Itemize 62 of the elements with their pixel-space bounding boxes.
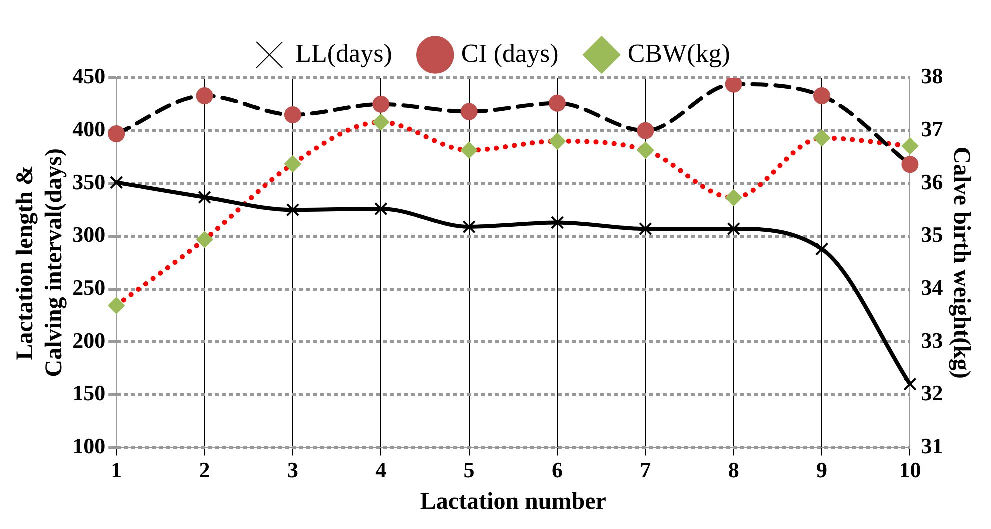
legend-label: LL(days) bbox=[296, 38, 392, 68]
y-tick-label: 350 bbox=[72, 169, 106, 194]
point bbox=[372, 96, 390, 113]
y-axis-title: Lactation length & Calving interval(days) bbox=[12, 148, 68, 378]
point bbox=[196, 231, 214, 248]
point bbox=[814, 87, 831, 104]
y-tick-label: 250 bbox=[72, 275, 106, 300]
y-tick-label: 100 bbox=[72, 433, 106, 458]
point bbox=[108, 126, 126, 142]
point bbox=[460, 142, 478, 159]
point bbox=[814, 130, 831, 147]
point bbox=[284, 156, 302, 173]
y2-tick-label: 31 bbox=[921, 433, 944, 458]
point bbox=[196, 87, 214, 104]
point bbox=[727, 222, 740, 236]
y-tick-label: 150 bbox=[72, 380, 106, 406]
y-tick-label: 400 bbox=[72, 116, 106, 142]
x-tick-label: 8 bbox=[728, 458, 740, 483]
point bbox=[460, 103, 478, 120]
y2-tick-label: 33 bbox=[921, 328, 944, 353]
y2-tick-label: 34 bbox=[921, 275, 944, 300]
point bbox=[286, 203, 300, 217]
x-tick-label: 6 bbox=[552, 458, 563, 483]
point bbox=[902, 156, 919, 174]
x-tick-label: 5 bbox=[464, 458, 475, 483]
point bbox=[725, 78, 742, 93]
x-tick-label: 2 bbox=[199, 458, 210, 483]
legend-label: CI (days) bbox=[461, 38, 559, 68]
point bbox=[110, 176, 124, 190]
point bbox=[372, 114, 390, 131]
x-tick-label: 9 bbox=[816, 458, 828, 483]
point bbox=[639, 222, 652, 236]
point bbox=[548, 132, 566, 150]
y-tick-label: 300 bbox=[72, 222, 106, 248]
x-axis-title: Lactation number bbox=[420, 488, 607, 515]
x-tick-label: 1 bbox=[111, 458, 122, 483]
point bbox=[108, 297, 126, 314]
point bbox=[637, 122, 654, 140]
y2-tick-label: 32 bbox=[921, 380, 944, 406]
point bbox=[550, 216, 564, 230]
legend-label: CBW(kg) bbox=[628, 38, 730, 68]
x-tick-label: 4 bbox=[376, 458, 387, 483]
point bbox=[637, 142, 654, 159]
point bbox=[725, 189, 742, 206]
x-tick-label: 3 bbox=[287, 458, 298, 483]
y2-tick-label: 36 bbox=[921, 169, 944, 194]
y2-tick-label: 38 bbox=[921, 64, 944, 89]
y-tick-label: 450 bbox=[72, 64, 106, 89]
y-tick-label: 200 bbox=[72, 328, 106, 353]
point bbox=[284, 106, 302, 124]
x-tick-label: 10 bbox=[899, 458, 922, 483]
x-tick-label: 7 bbox=[640, 458, 652, 483]
point bbox=[548, 94, 566, 112]
point bbox=[198, 190, 212, 204]
y2-tick-label: 35 bbox=[921, 222, 944, 248]
point bbox=[374, 202, 388, 216]
point bbox=[462, 220, 476, 234]
y2-axis-title: Calve birth weight(kg) bbox=[948, 146, 974, 379]
point bbox=[904, 378, 917, 392]
point bbox=[815, 242, 829, 256]
point bbox=[902, 138, 919, 155]
y2-tick-label: 37 bbox=[921, 116, 944, 142]
